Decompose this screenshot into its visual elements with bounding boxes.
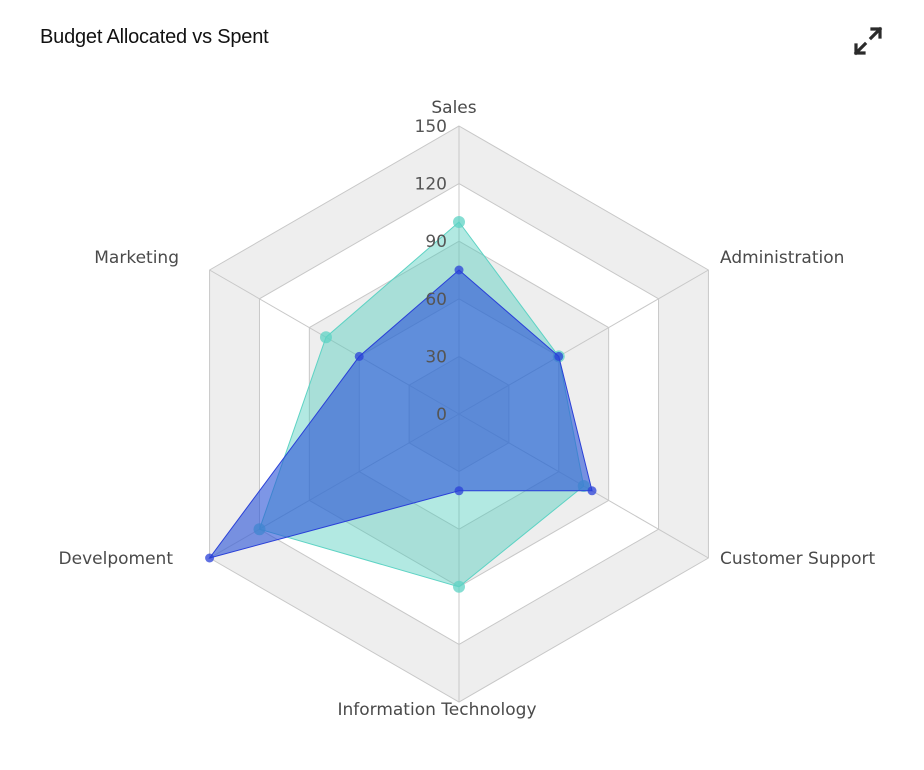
expand-arrows-icon xyxy=(853,26,883,56)
series-spent xyxy=(205,265,597,563)
axis-label: Marketing xyxy=(94,248,179,268)
expand-button[interactable] xyxy=(852,25,884,57)
axis-label: Administration xyxy=(720,248,844,268)
axis-label: Information Technology xyxy=(337,700,536,720)
data-point[interactable] xyxy=(205,553,215,563)
tick-label: 150 xyxy=(415,117,447,137)
radial-tick-labels: 0 30 60 90 120 150 xyxy=(415,117,447,425)
data-point[interactable] xyxy=(453,216,465,228)
axis-labels: Sales Administration Customer Support Infor… xyxy=(59,98,876,720)
tick-label: 60 xyxy=(425,290,447,310)
tick-label: 120 xyxy=(415,175,447,195)
data-point[interactable] xyxy=(454,486,464,496)
axis-label: Sales xyxy=(431,98,476,118)
tick-label: 90 xyxy=(425,232,447,252)
data-point[interactable] xyxy=(453,580,465,593)
data-point[interactable] xyxy=(319,331,332,344)
axis-label: Develpoment xyxy=(59,549,174,569)
data-series xyxy=(205,216,597,593)
data-point[interactable] xyxy=(454,265,464,275)
data-point[interactable] xyxy=(354,351,364,361)
tick-label: 0 xyxy=(436,405,447,425)
axis-label: Customer Support xyxy=(720,549,876,569)
chart-title: Budget Allocated vs Spent xyxy=(40,26,269,48)
data-point[interactable] xyxy=(587,486,597,496)
tick-label: 30 xyxy=(425,347,447,367)
data-point[interactable] xyxy=(554,351,564,361)
